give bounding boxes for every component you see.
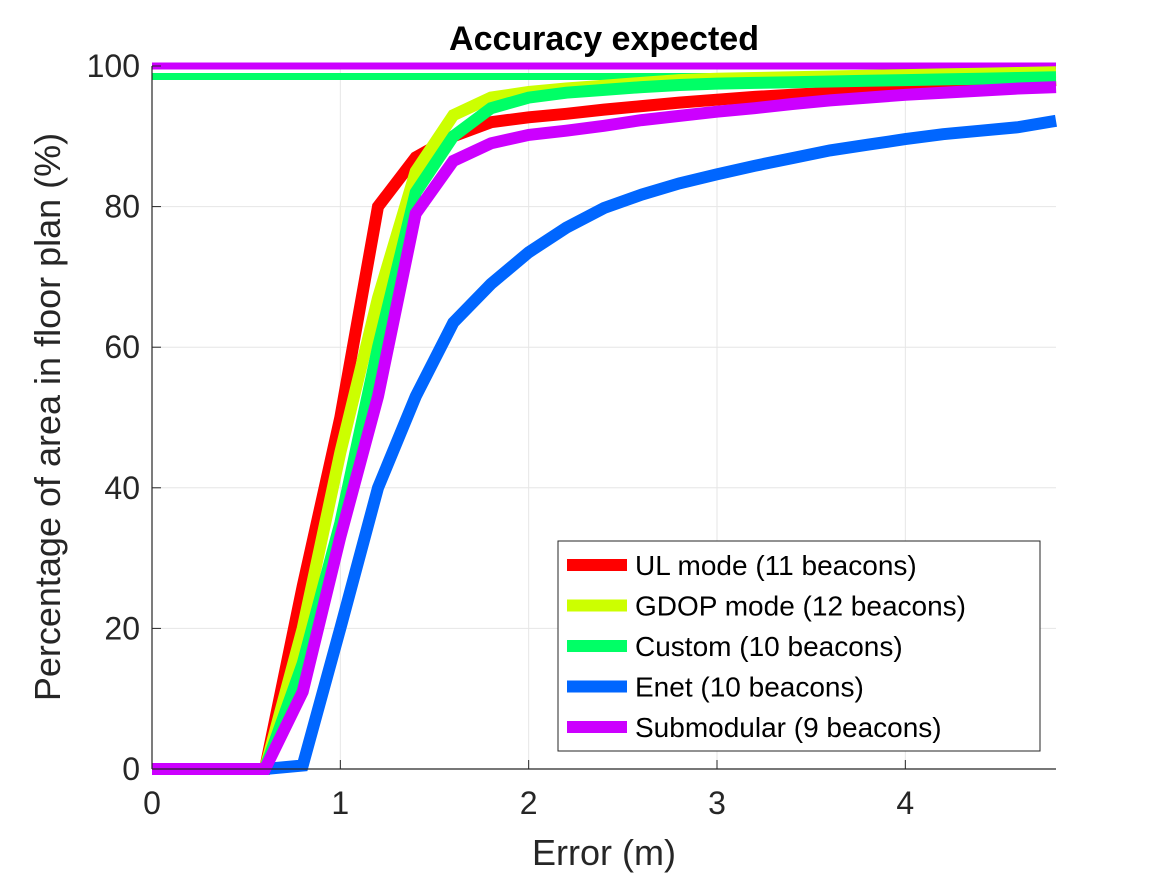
series-group: [152, 66, 1058, 775]
x-axis-label: Error (m): [532, 832, 676, 873]
y-tick-label: 0: [122, 751, 140, 787]
series-line-3: [152, 114, 1058, 775]
x-tick-labels: 0 1 2 3 4: [143, 785, 914, 821]
y-axis-label: Percentage of area in floor plan (%): [27, 133, 68, 701]
series-line-4: [152, 81, 1057, 775]
axes: [151, 65, 1056, 770]
x-tick-label: 2: [520, 785, 538, 821]
legend-label-2: Custom (10 beacons): [635, 631, 903, 662]
x-tick-label: 4: [896, 785, 914, 821]
series-line-2: [152, 71, 1057, 775]
chart-title: Accuracy expected: [449, 20, 759, 58]
y-tick-label: 40: [104, 470, 140, 506]
y-tick-label: 20: [104, 610, 140, 646]
y-tick-label: 60: [104, 329, 140, 365]
y-tick-labels: 0 20 40 60 80 100: [87, 48, 140, 787]
legend: UL mode (11 beacons) GDOP mode (12 beacon…: [557, 540, 1041, 752]
x-tick-label: 0: [143, 785, 161, 821]
legend-label-0: UL mode (11 beacons): [635, 550, 917, 581]
legend-label-3: Enet (10 beacons): [635, 672, 864, 703]
series-line-0: [152, 74, 1057, 775]
legend-label-4: Submodular (9 beacons): [635, 712, 942, 743]
x-tick-label: 1: [331, 785, 349, 821]
x-tick-label: 3: [708, 785, 726, 821]
y-tick-label: 80: [104, 189, 140, 225]
legend-box: [557, 540, 1041, 752]
y-tick-label: 100: [87, 48, 140, 84]
legend-label-1: GDOP mode (12 beacons): [635, 591, 966, 622]
